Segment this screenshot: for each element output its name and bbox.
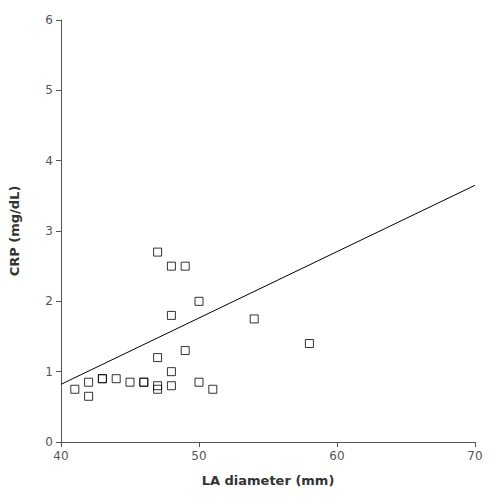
svg-text:50: 50 (191, 449, 206, 463)
svg-text:1: 1 (45, 365, 53, 379)
svg-text:40: 40 (53, 449, 68, 463)
svg-text:CRP (mg/dL): CRP (mg/dL) (7, 186, 22, 277)
svg-text:0: 0 (45, 435, 53, 449)
svg-text:60: 60 (329, 449, 344, 463)
svg-text:4: 4 (45, 154, 53, 168)
svg-text:3: 3 (45, 224, 53, 238)
svg-text:5: 5 (45, 83, 53, 97)
svg-text:LA diameter (mm): LA diameter (mm) (202, 473, 335, 488)
svg-text:2: 2 (45, 294, 53, 308)
svg-text:6: 6 (45, 13, 53, 27)
svg-text:70: 70 (467, 449, 482, 463)
